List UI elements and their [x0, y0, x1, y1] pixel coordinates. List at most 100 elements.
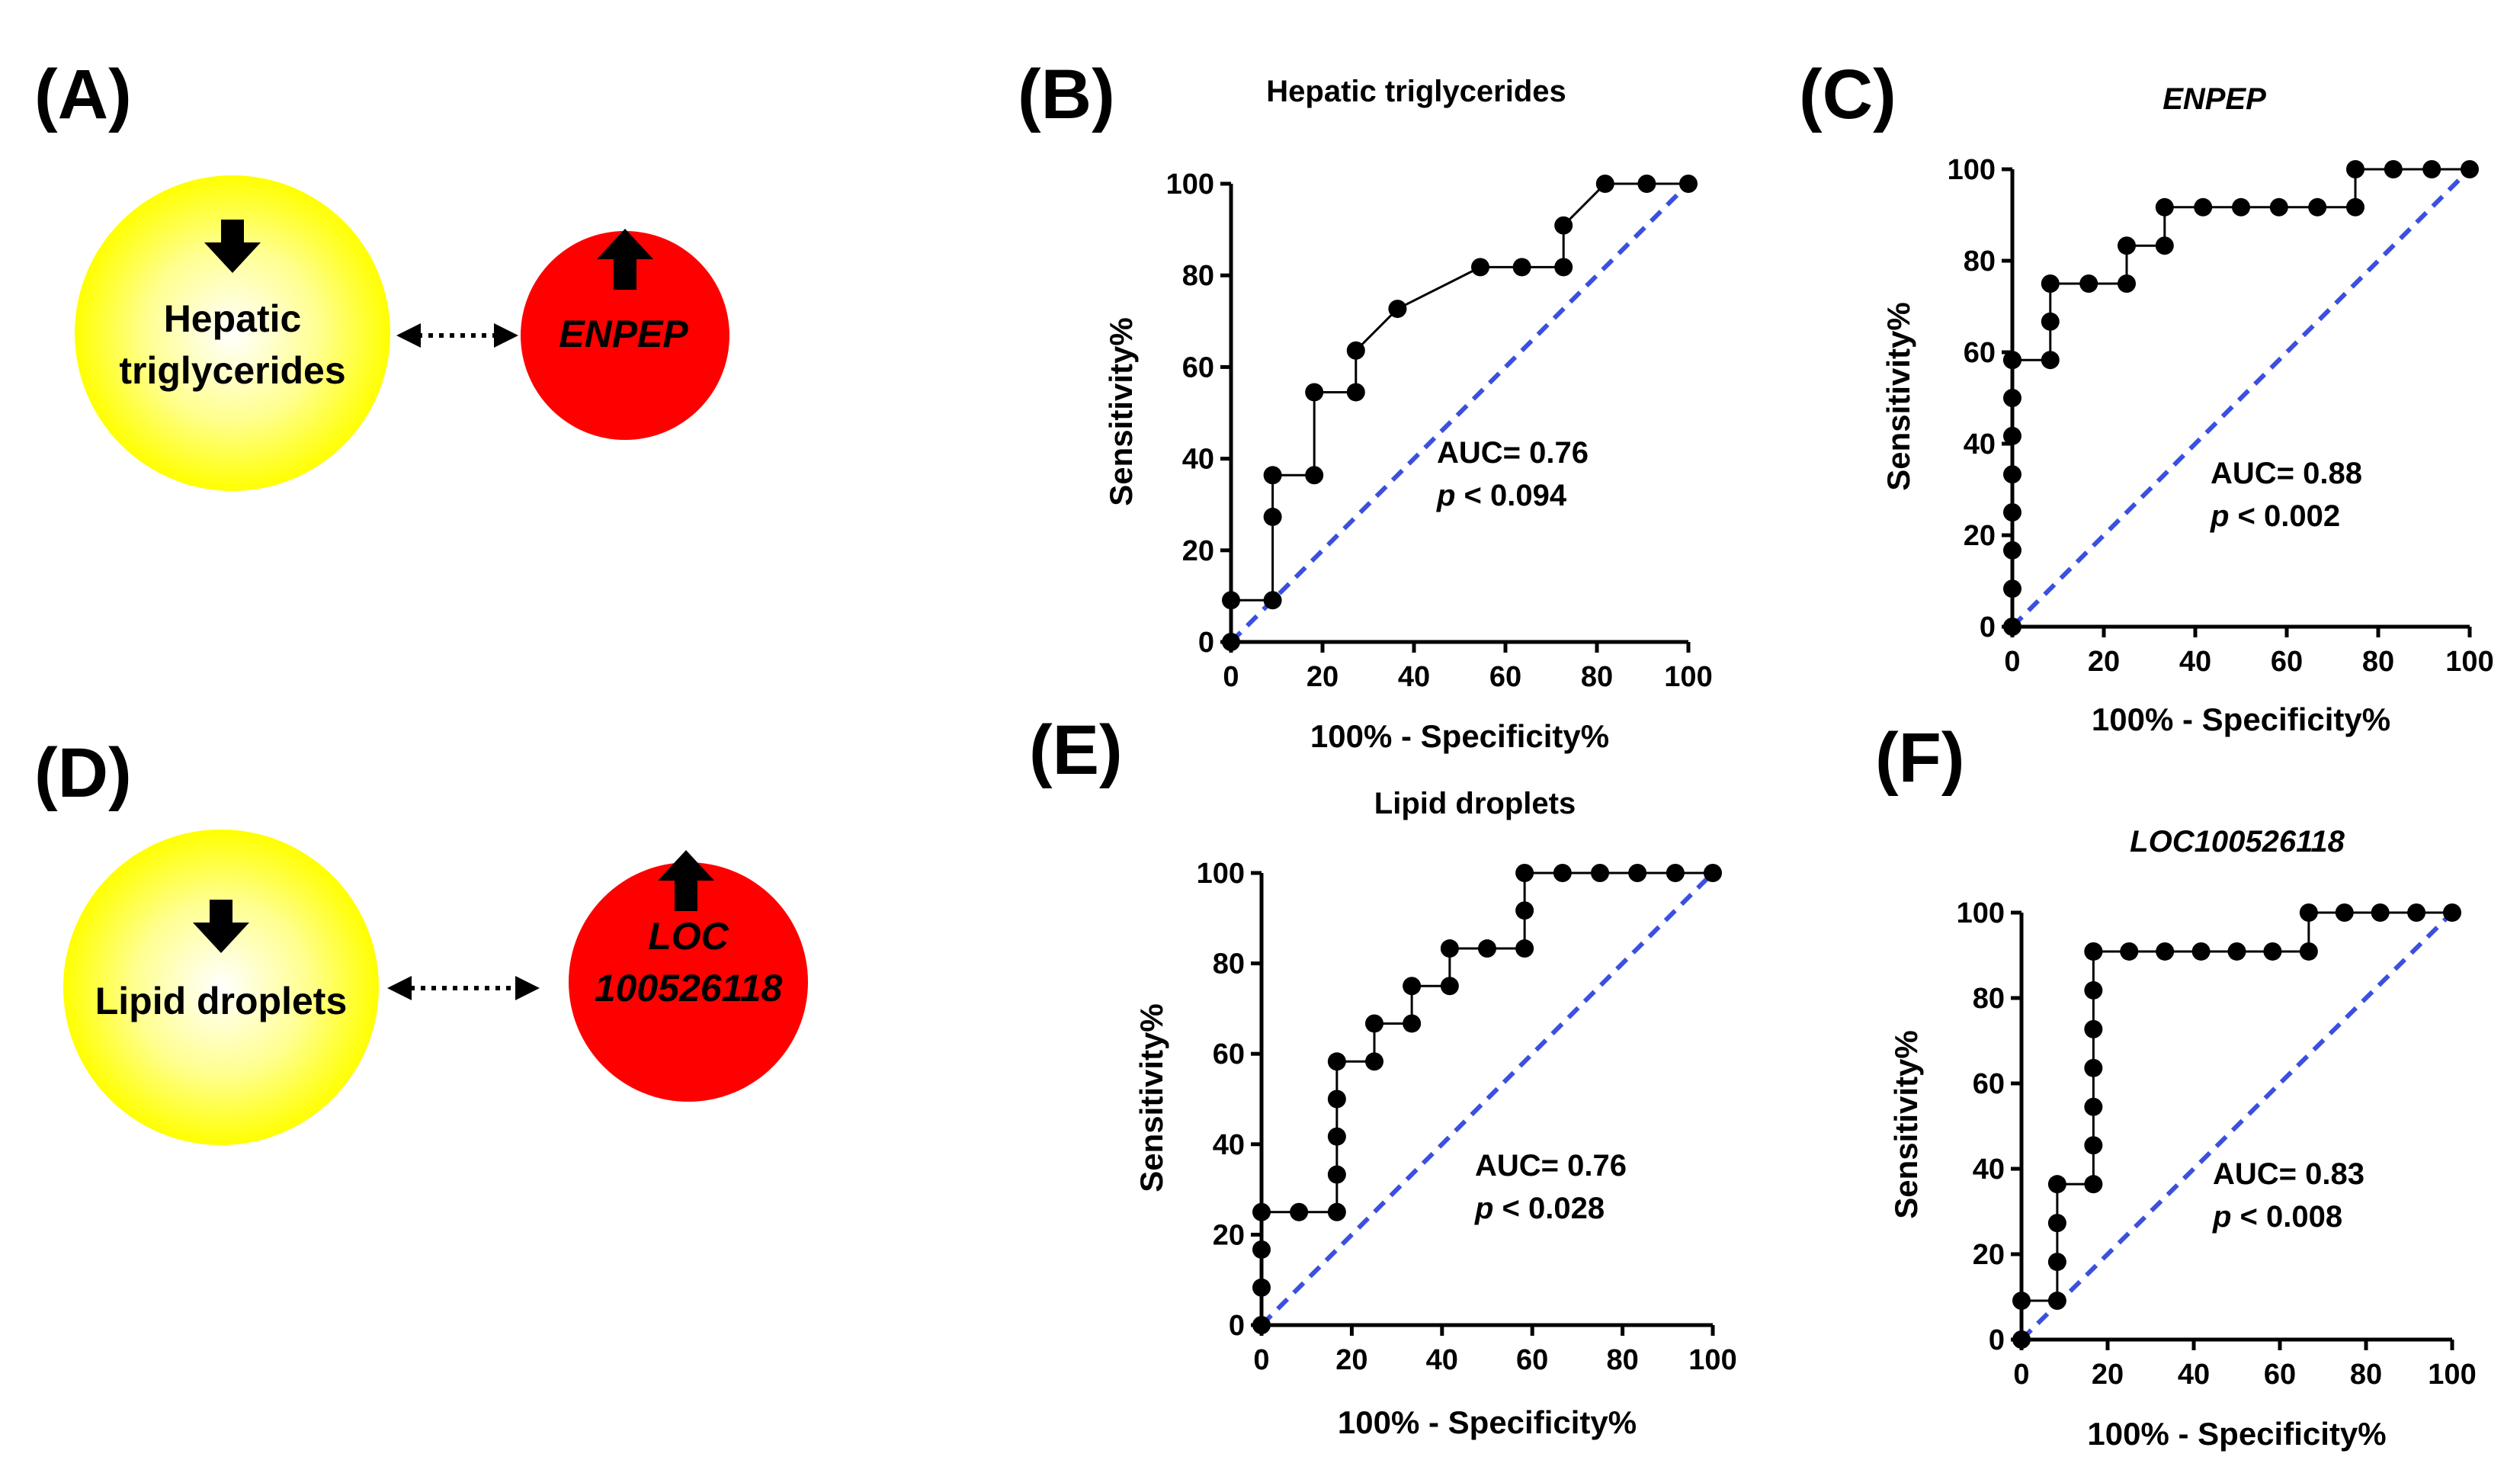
roc-point — [1346, 383, 1365, 402]
roc-point — [1628, 864, 1647, 882]
p-value-annotation: p < 0.094 — [1436, 479, 1567, 512]
y-tick-label: 40 — [1213, 1129, 1245, 1161]
roc-point — [1554, 258, 1573, 277]
roc-point — [2407, 903, 2426, 922]
reference-line — [1229, 181, 1691, 644]
roc-point — [2308, 197, 2327, 217]
roc-point — [1222, 591, 1240, 610]
roc-point — [2299, 942, 2318, 961]
roc-point — [2003, 389, 2021, 407]
x-tick-label: 100 — [2428, 1359, 2476, 1391]
y-tick-label: 60 — [1213, 1038, 1245, 1070]
roc-point — [2084, 942, 2103, 961]
roc-point — [1554, 216, 1573, 235]
roc-point — [1327, 1090, 1346, 1109]
p-symbol: p — [1474, 1192, 1493, 1225]
roc-point — [2118, 274, 2136, 293]
left-arrowhead-icon — [396, 323, 421, 348]
node-label-line: triglycerides — [119, 349, 345, 392]
down-arrow-icon — [193, 900, 249, 953]
right-arrowhead-icon — [494, 323, 518, 348]
roc-point — [1252, 1278, 1271, 1297]
x-tick-label: 0 — [2004, 646, 2020, 678]
chart-title: Lipid droplets — [1374, 787, 1576, 820]
roc-point — [1512, 258, 1531, 277]
y-tick-label: 20 — [1182, 535, 1214, 567]
roc-point — [1515, 864, 1534, 882]
roc-point — [2041, 274, 2060, 293]
x-tick-label: 20 — [1306, 661, 1339, 693]
p-value-text: < 0.008 — [2231, 1200, 2342, 1234]
roc-point — [2422, 160, 2441, 178]
p-value-annotation: p < 0.002 — [2210, 499, 2340, 533]
right-arrowhead-icon — [515, 976, 540, 1000]
x-tick-label: 60 — [2271, 646, 2303, 678]
x-tick-label: 100 — [1664, 661, 1712, 693]
roc-point — [1365, 1052, 1383, 1071]
x-tick-label: 0 — [1223, 661, 1239, 693]
x-tick-label: 0 — [2013, 1359, 2029, 1391]
chart-f: LOC100526118 0 20 40 60 80 100 0 20 40 60 80 100 100%… — [1888, 825, 2477, 1452]
roc-point — [2003, 618, 2021, 636]
roc-point — [2269, 197, 2288, 217]
roc-point — [1515, 939, 1534, 958]
red-node-loc100526118 — [569, 862, 808, 1102]
p-value-annotation: p < 0.008 — [2212, 1200, 2342, 1234]
roc-point — [2012, 1330, 2031, 1349]
roc-point — [2461, 160, 2479, 178]
reference-line — [2010, 167, 2472, 629]
red-node-enpep — [521, 231, 729, 440]
y-axis-label: Sensitivity% — [1880, 302, 1916, 490]
down-arrow-icon — [204, 220, 261, 273]
x-tick-label: 80 — [2350, 1359, 2382, 1391]
p-value-annotation: p < 0.028 — [1474, 1192, 1605, 1225]
roc-point — [2155, 197, 2174, 217]
roc-point — [1440, 939, 1459, 958]
roc-point — [2003, 351, 2021, 370]
x-axis-label: 100% - Specificity% — [1338, 1404, 1637, 1440]
roc-point — [2003, 541, 2021, 560]
node-label-line: ENPEP — [559, 313, 688, 355]
y-tick-label: 0 — [1198, 627, 1214, 659]
y-tick-label: 60 — [1964, 337, 1996, 369]
roc-point — [2443, 903, 2461, 922]
y-tick-label: 80 — [1213, 948, 1245, 980]
reference-line — [2019, 910, 2454, 1342]
roc-point — [1290, 1202, 1309, 1221]
roc-point — [2232, 197, 2250, 217]
roc-point — [2384, 160, 2403, 178]
roc-point — [1591, 864, 1609, 882]
x-tick-label: 60 — [1516, 1344, 1548, 1376]
roc-point — [2335, 903, 2354, 922]
x-axis-label: 100% - Specificity% — [2087, 1416, 2386, 1452]
y-tick-label: 0 — [1229, 1310, 1245, 1342]
roc-point — [2371, 903, 2390, 922]
x-axis-label: 100% - Specificity% — [1310, 718, 1609, 754]
node-label-line: 100526118 — [595, 967, 783, 1009]
roc-point — [2084, 980, 2103, 1000]
y-tick-label: 60 — [1182, 351, 1214, 383]
roc-point — [1637, 175, 1656, 193]
x-tick-label: 80 — [2362, 646, 2394, 678]
roc-point — [2012, 1292, 2031, 1311]
y-tick-label: 80 — [1973, 983, 2005, 1015]
roc-point — [1327, 1202, 1346, 1221]
x-tick-label: 20 — [2088, 646, 2120, 678]
x-tick-label: 100 — [2445, 646, 2493, 678]
y-tick-label: 100 — [1197, 858, 1245, 890]
roc-point — [1478, 939, 1496, 958]
x-tick-label: 40 — [1426, 1344, 1458, 1376]
roc-point — [2263, 942, 2282, 961]
x-tick-label: 0 — [1253, 1344, 1269, 1376]
roc-point — [2047, 1253, 2066, 1272]
roc-point — [2003, 503, 2021, 521]
roc-point — [2194, 197, 2213, 217]
p-symbol: p — [2210, 499, 2229, 533]
auc-annotation: AUC= 0.83 — [2213, 1157, 2365, 1191]
yellow-node-hepatic-triglycerides — [75, 175, 390, 491]
roc-point — [2346, 197, 2365, 217]
roc-point — [2084, 1097, 2103, 1116]
roc-point — [1222, 633, 1240, 651]
y-axis-label: Sensitivity% — [1133, 1003, 1169, 1192]
y-axis-label: Sensitivity% — [1888, 1030, 1924, 1218]
